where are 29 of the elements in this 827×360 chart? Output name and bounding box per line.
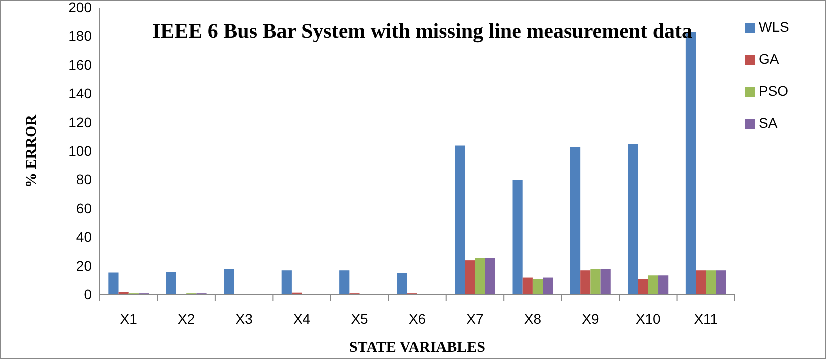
x-tick-label: X4 — [293, 311, 311, 327]
y-tick-label: 200 — [68, 0, 92, 16]
y-axis-title: % ERROR — [24, 114, 40, 188]
x-tick-label: X3 — [236, 311, 254, 327]
text: IEEE 6 Bus Bar System with missing line measurement data — [152, 19, 694, 43]
y-tick-label: 0 — [84, 286, 92, 302]
y-tick-label: 20 — [76, 258, 92, 274]
y-tick-label: 180 — [68, 28, 92, 44]
legend-label: PSO — [759, 83, 789, 99]
y-tick-label: 60 — [76, 200, 92, 216]
legend-label: SA — [759, 115, 778, 131]
x-tick-label: X11 — [694, 311, 718, 327]
x-tick-label: X2 — [178, 311, 196, 327]
y-tick-label: 120 — [68, 114, 92, 130]
x-tick-label: X1 — [120, 311, 138, 327]
y-tick-label: 40 — [76, 229, 92, 246]
x-axis-title: STATE VARIABLES — [349, 340, 486, 356]
x-tick-label: X8 — [524, 311, 542, 327]
y-tick-label: 100 — [68, 142, 92, 159]
y-tick-label: 140 — [68, 86, 92, 102]
legend-label: WLS — [759, 19, 790, 35]
y-tick-label: 80 — [76, 172, 92, 188]
x-tick-label: X9 — [582, 311, 600, 327]
legend-label: GA — [759, 51, 780, 67]
x-tick-label: X7 — [466, 311, 484, 327]
x-tick-label: X6 — [408, 311, 426, 327]
y-tick-label: 160 — [68, 56, 92, 73]
x-tick-label: X5 — [351, 311, 369, 327]
x-tick-label: X10 — [636, 311, 662, 327]
